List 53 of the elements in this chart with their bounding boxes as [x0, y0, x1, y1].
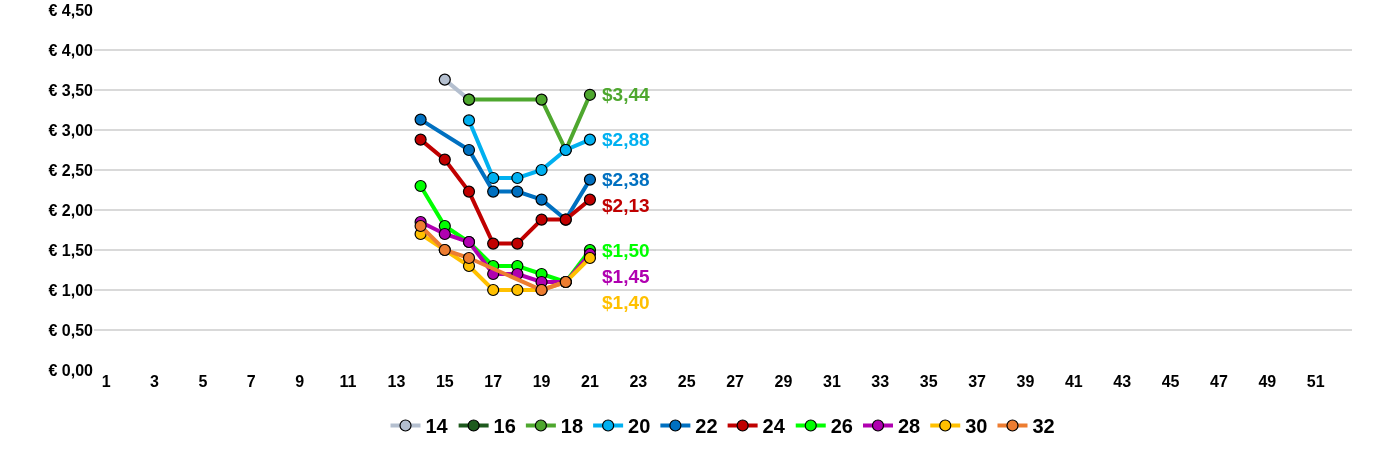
- y-tick-label: € 4,00: [48, 41, 94, 59]
- x-tick-label: 49: [1258, 373, 1277, 390]
- x-tick-label: 45: [1161, 373, 1180, 390]
- y-tick-label: € 3,50: [48, 81, 94, 99]
- x-tick-label: 1: [101, 373, 111, 390]
- y-tick-label: € 1,50: [48, 241, 94, 259]
- legend-label: 24: [762, 415, 786, 438]
- legend-label: 28: [898, 415, 921, 438]
- x-tick-label: 51: [1306, 373, 1325, 390]
- x-tick-label: 5: [198, 373, 208, 390]
- y-tick-label: € 2,00: [48, 201, 94, 219]
- data-label: $1,40: [602, 292, 650, 313]
- x-tick-label: 11: [339, 373, 357, 390]
- x-tick-label: 33: [871, 373, 890, 390]
- x-tick-label: 23: [629, 373, 648, 390]
- data-label: $3,44: [602, 84, 650, 105]
- x-tick-label: 43: [1113, 373, 1132, 390]
- y-tick-label: € 1,00: [48, 281, 94, 299]
- x-tick-label: 7: [246, 373, 256, 390]
- legend-label: 14: [425, 415, 449, 438]
- legend-label: 22: [695, 415, 718, 438]
- data-label: $2,38: [602, 169, 650, 190]
- x-tick-label: 17: [484, 373, 503, 390]
- x-tick-label: 15: [435, 373, 454, 390]
- x-tick-label: 27: [726, 373, 745, 390]
- x-tick-label: 37: [968, 373, 987, 390]
- x-tick-label: 41: [1064, 373, 1083, 390]
- y-tick-label: € 3,00: [48, 121, 94, 139]
- x-tick-label: 31: [822, 373, 841, 390]
- data-label: $2,13: [602, 195, 650, 216]
- legend-label: 18: [560, 415, 584, 438]
- x-tick-label: 35: [919, 373, 938, 390]
- legend-label: 16: [493, 415, 516, 438]
- legend-label: 26: [830, 415, 853, 438]
- y-tick-label: € 0,00: [48, 361, 94, 379]
- x-tick-label: 19: [532, 373, 551, 390]
- x-tick-label: 25: [677, 373, 696, 390]
- data-label: $1,45: [602, 266, 650, 287]
- y-tick-label: € 2,50: [48, 161, 94, 179]
- x-tick-label: 3: [150, 373, 160, 390]
- data-label: $1,50: [602, 240, 650, 261]
- data-label: $2,88: [602, 129, 650, 150]
- x-tick-label: 21: [581, 373, 599, 390]
- x-tick-label: 39: [1016, 373, 1035, 390]
- x-tick-label: 47: [1210, 373, 1228, 390]
- x-tick-label: 9: [295, 373, 305, 390]
- legend-label: 20: [628, 415, 651, 438]
- legend-label: 32: [1032, 415, 1055, 438]
- legend-label: 30: [965, 415, 988, 438]
- x-tick-label: 29: [774, 373, 793, 390]
- y-tick-label: € 0,50: [48, 321, 94, 339]
- x-tick-label: 13: [387, 373, 406, 390]
- y-tick-label: € 4,50: [48, 1, 94, 19]
